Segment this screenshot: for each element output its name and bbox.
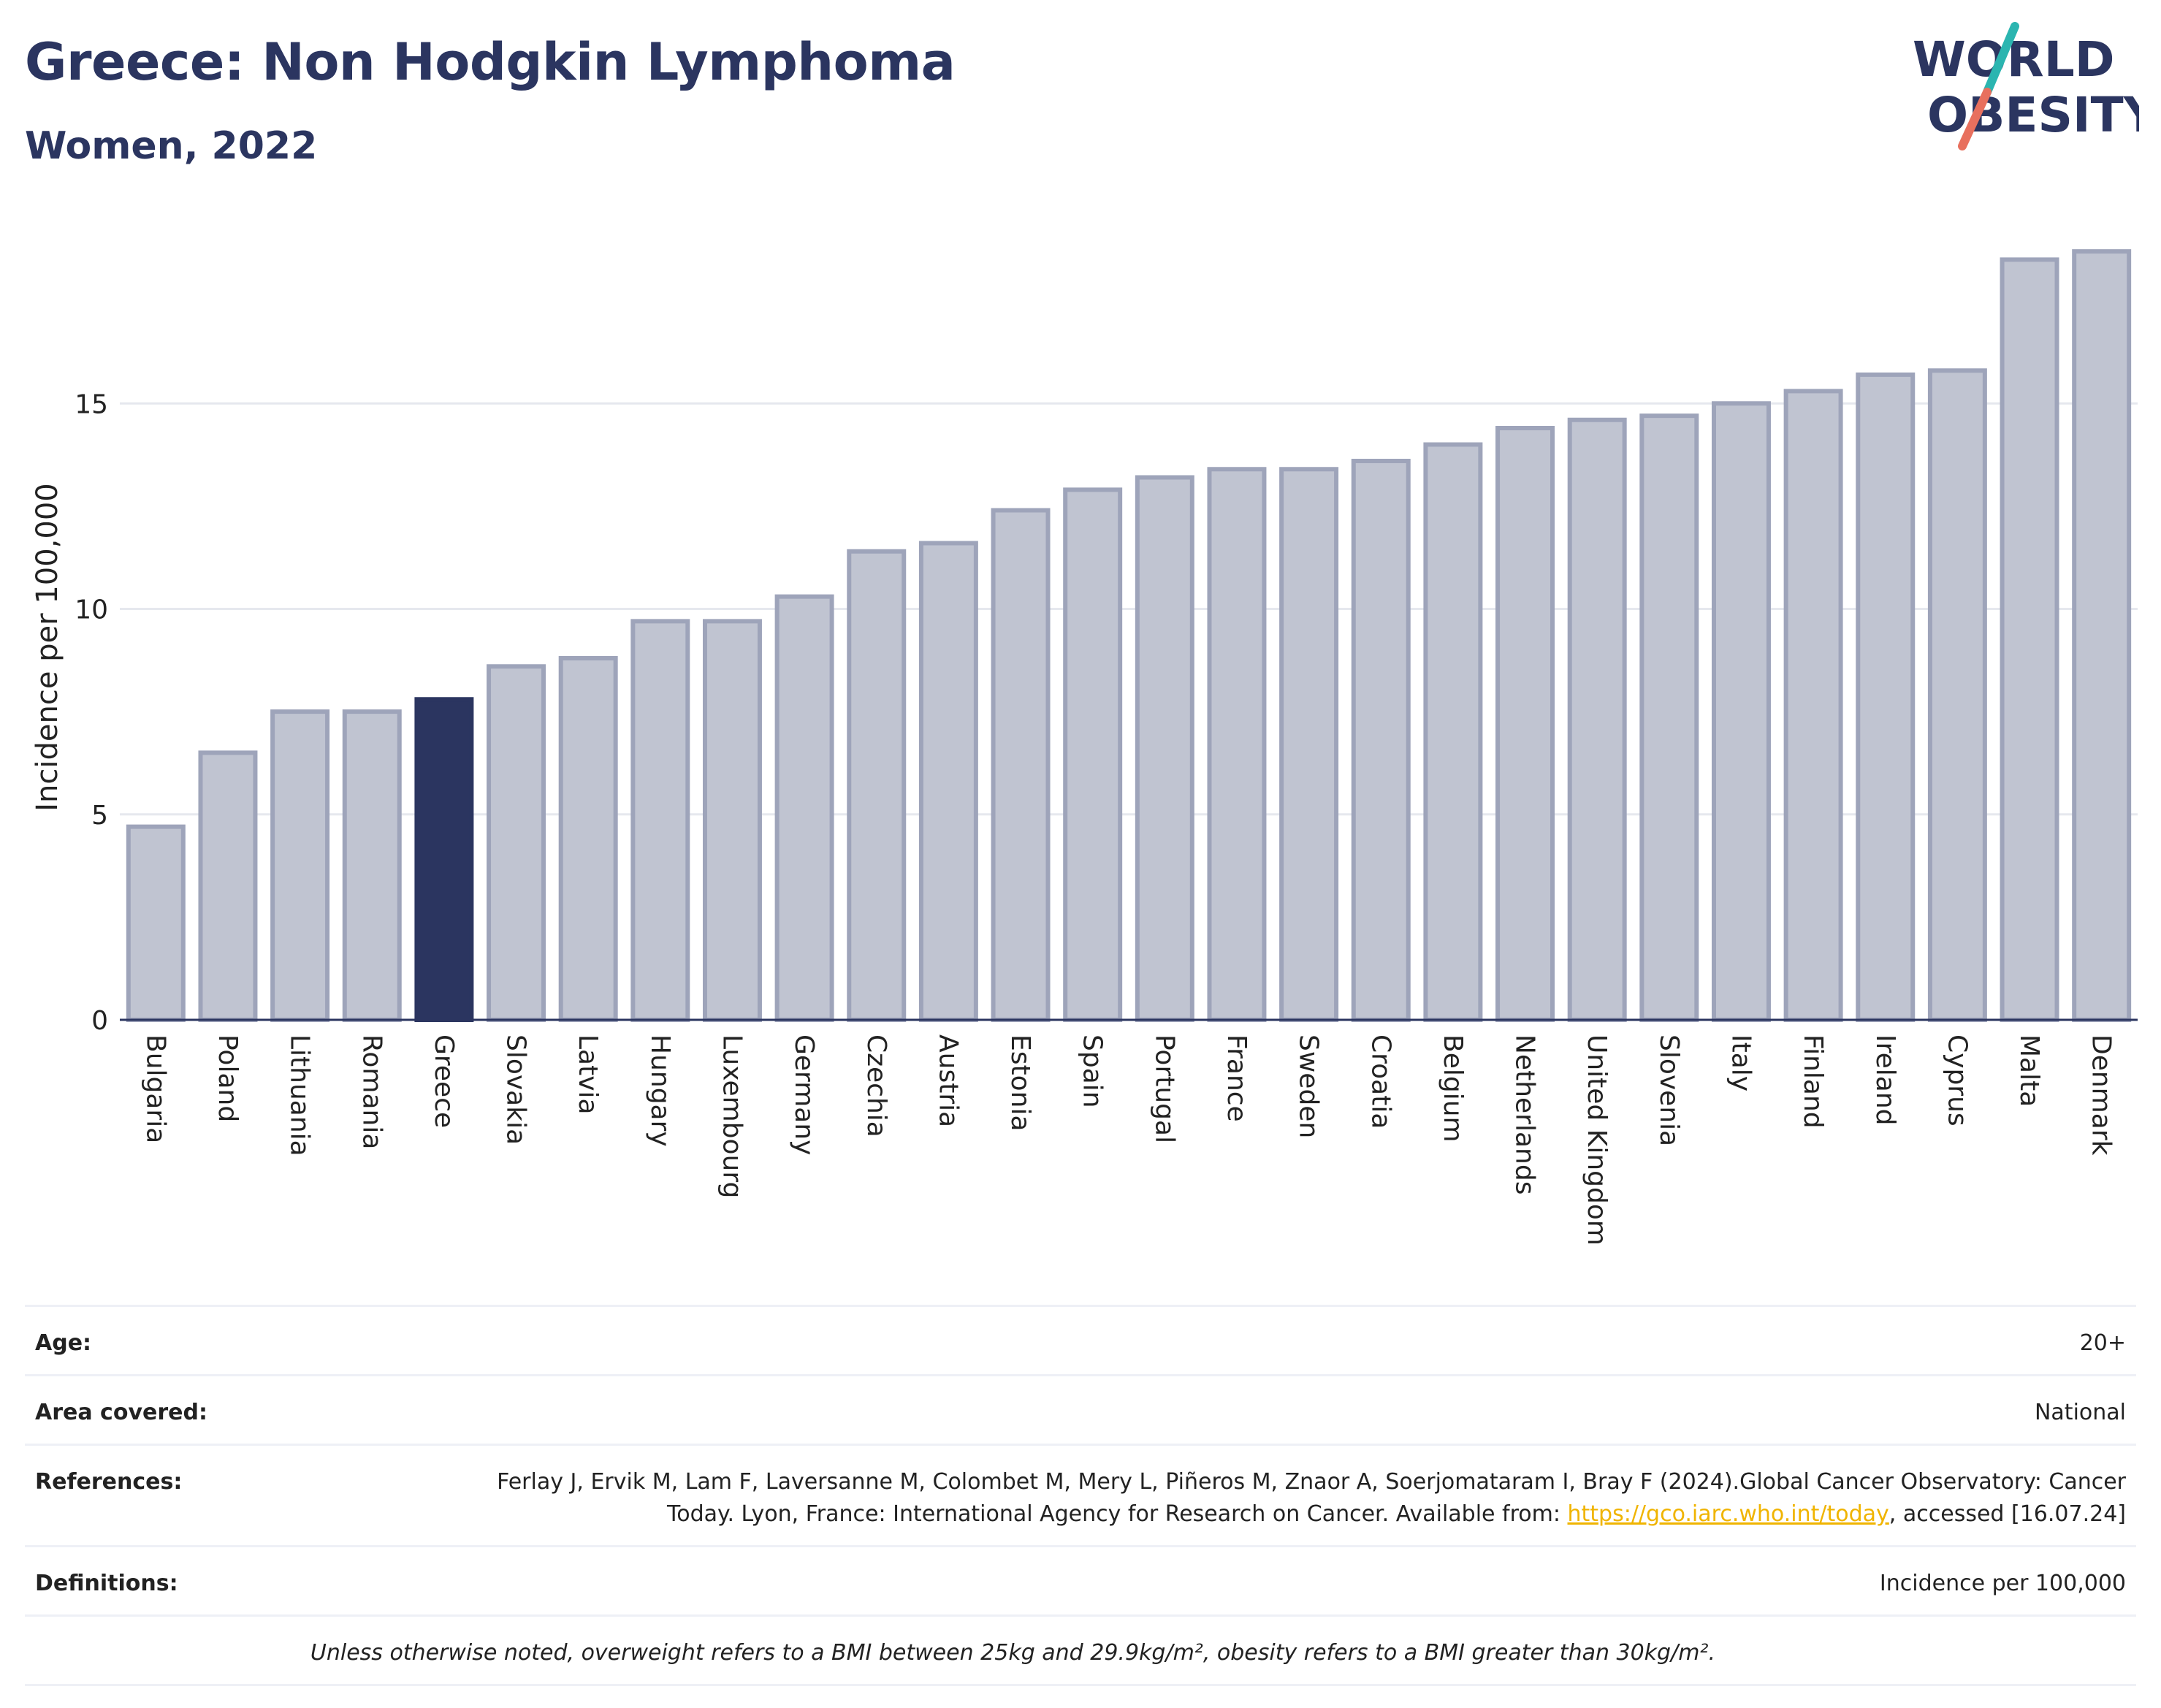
x-axis-labels: Bulgaria Poland Lithuania Romania Greece Slov… (140, 1034, 2116, 1246)
age-label: Age: (35, 1330, 92, 1356)
x-tick-label: Netherlands (1510, 1034, 1540, 1194)
bar-austria (918, 541, 978, 1022)
x-tick-label: Austria (933, 1034, 963, 1127)
bar-hungary (630, 619, 690, 1022)
age-value: 20+ (2079, 1330, 2126, 1356)
bar-france (1207, 467, 1267, 1022)
x-tick-label: Greece (429, 1034, 459, 1128)
area-label: Area covered: (35, 1400, 207, 1425)
references-link[interactable]: https://gco.iarc.who.int/today (1567, 1501, 1889, 1527)
bar-croatia (1351, 459, 1411, 1022)
bar-greece (414, 697, 474, 1022)
x-tick-label: Denmark (2086, 1034, 2116, 1156)
area-value: National (2034, 1400, 2126, 1425)
info-table: Age: 20+ Area covered: National Referenc… (25, 1305, 2136, 1686)
info-row-area: Area covered: National (25, 1376, 2136, 1446)
x-tick-label: Cyprus (1942, 1034, 1972, 1126)
y-axis-ticks: 0 5 10 15 (75, 389, 108, 1036)
bar-netherlands (1495, 426, 1555, 1022)
logo-text-obesity: OBESITY (1927, 87, 2139, 143)
x-tick-label: Poland (213, 1034, 243, 1122)
definitions-value: Incidence per 100,000 (1879, 1571, 2126, 1596)
x-tick-label: Finland (1798, 1034, 1828, 1129)
x-tick-label: Slovenia (1654, 1034, 1684, 1146)
info-row-note: Unless otherwise noted, overweight refer… (25, 1617, 2136, 1686)
definitions-label: Definitions: (35, 1571, 178, 1596)
x-tick-label: Hungary (645, 1034, 675, 1147)
logo-slash-coral (1958, 88, 1992, 150)
info-row-age: Age: 20+ (25, 1307, 2136, 1376)
bar-united-kingdom (1567, 417, 1627, 1022)
bar-poland (198, 750, 258, 1022)
x-tick-label: Estonia (1005, 1034, 1035, 1132)
x-tick-label: Czechia (861, 1034, 891, 1137)
y-tick-label: 15 (75, 389, 108, 419)
y-axis-title: Incidence per 100,000 (31, 483, 64, 812)
bar-sweden (1279, 467, 1339, 1022)
bar-slovenia (1639, 413, 1699, 1022)
bar-czechia (847, 549, 907, 1022)
bar-chart: 0 5 10 15 Bulgaria Poland Lithuania Romania Gre… (31, 249, 2138, 1246)
x-tick-label: Portugal (1149, 1034, 1179, 1143)
info-row-references: References: Ferlay J, Ervik M, Lam F, La… (25, 1446, 2136, 1547)
bars (126, 249, 2132, 1022)
x-tick-label: Ireland (1870, 1034, 1900, 1126)
references-suffix: , accessed [16.07.24] (1889, 1501, 2126, 1527)
bar-malta (2000, 257, 2059, 1022)
chart-subtitle: Women, 2022 (25, 124, 318, 168)
x-tick-label: Bulgaria (140, 1034, 170, 1143)
bar-germany (774, 594, 834, 1022)
bar-slovakia (487, 664, 546, 1022)
x-tick-label: Lithuania (285, 1034, 315, 1156)
x-tick-label: United Kingdom (1582, 1034, 1612, 1246)
logo-text-world: WORLD (1913, 31, 2115, 88)
bar-portugal (1135, 475, 1194, 1022)
bar-italy (1711, 401, 1771, 1022)
bar-denmark (2072, 249, 2132, 1022)
world-obesity-logo: WORLD OBESITY (1913, 22, 2139, 150)
bar-belgium (1423, 442, 1483, 1022)
bar-lithuania (270, 709, 330, 1022)
y-tick-label: 5 (91, 801, 108, 831)
x-tick-label: Romania (357, 1034, 386, 1149)
bar-bulgaria (126, 824, 186, 1022)
x-tick-label: France (1221, 1034, 1251, 1122)
x-tick-label: Sweden (1294, 1034, 1324, 1138)
references-label: References: (35, 1469, 183, 1495)
x-tick-label: Spain (1078, 1034, 1108, 1108)
references-text: Ferlay J, Ervik M, Lam F, Laversanne M, … (497, 1469, 2126, 1527)
y-tick-label: 0 (91, 1006, 108, 1036)
x-tick-label: Italy (1726, 1034, 1756, 1091)
logo-slash-teal (1983, 22, 2019, 96)
bar-luxembourg (702, 619, 762, 1022)
bar-spain (1063, 487, 1123, 1022)
x-tick-label: Slovakia (501, 1034, 531, 1145)
bmi-note: Unless otherwise noted, overweight refer… (310, 1640, 1715, 1666)
y-tick-label: 10 (75, 595, 108, 625)
references-value: Ferlay J, Ervik M, Lam F, Laversanne M, … (446, 1466, 2126, 1530)
x-tick-label: Germany (789, 1034, 819, 1155)
bar-estonia (991, 508, 1051, 1022)
info-row-definitions: Definitions: Incidence per 100,000 (25, 1547, 2136, 1617)
bar-cyprus (1927, 368, 1987, 1022)
x-tick-label: Luxembourg (717, 1034, 747, 1198)
bar-romania (342, 709, 402, 1022)
bar-finland (1783, 389, 1843, 1022)
chart-title: Greece: Non Hodgkin Lymphoma (25, 32, 956, 92)
x-tick-label: Croatia (1365, 1034, 1395, 1129)
x-tick-label: Latvia (573, 1034, 603, 1115)
bar-latvia (558, 656, 618, 1022)
x-tick-label: Malta (2014, 1034, 2044, 1107)
bar-ireland (1856, 372, 1916, 1022)
x-tick-label: Belgium (1438, 1034, 1468, 1143)
